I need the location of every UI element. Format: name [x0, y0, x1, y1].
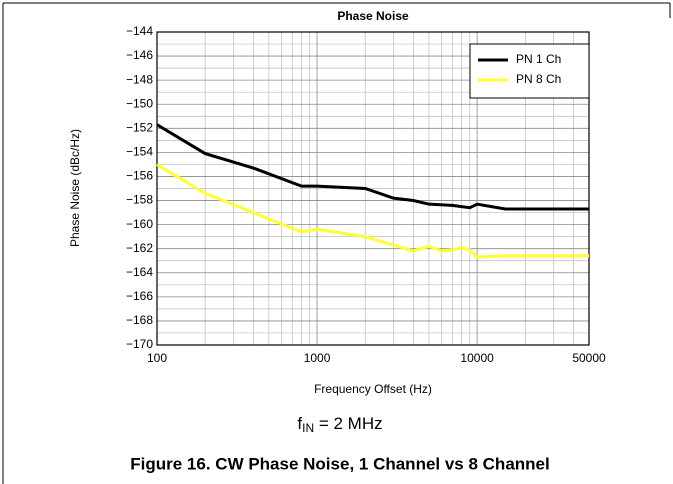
y-tick-label: −162 — [126, 241, 153, 255]
annotation-rest: = 2 MHz — [314, 414, 383, 433]
y-tick-label: −156 — [126, 169, 153, 183]
y-axis-label: Phase Noise (dBc/Hz) — [68, 129, 82, 247]
x-tick-label: 100 — [147, 351, 167, 365]
annotation-base: f — [297, 414, 302, 433]
y-tick-label: −154 — [126, 145, 153, 159]
legend-box — [469, 43, 590, 99]
annotation-sub: IN — [302, 421, 314, 435]
y-tick-label: −146 — [126, 48, 153, 62]
x-tick-label: 50000 — [572, 351, 606, 365]
figure-caption: Figure 16. CW Phase Noise, 1 Channel vs … — [130, 454, 549, 473]
y-tick-label: −164 — [126, 265, 153, 279]
legend-label: PN 1 Ch — [516, 52, 561, 66]
y-tick-label: −166 — [126, 289, 153, 303]
y-tick-label: −150 — [126, 96, 153, 110]
y-tick-label: −144 — [126, 24, 153, 38]
plot-frame — [156, 31, 590, 346]
y-tick-label: −152 — [126, 120, 153, 134]
legend-label: PN 8 Ch — [516, 72, 561, 86]
y-tick-label: −158 — [126, 193, 153, 207]
y-tick-label: −168 — [126, 313, 153, 327]
series-line — [156, 123, 589, 211]
x-tick-label: 10000 — [460, 351, 494, 365]
y-tick-label: −160 — [126, 217, 153, 231]
y-tick-label: −170 — [126, 337, 153, 351]
x-tick-label: 1000 — [304, 351, 331, 365]
annotation: fIN = 2 MHz — [297, 414, 382, 435]
series-line — [156, 163, 589, 259]
x-axis-label: Frequency Offset (Hz) — [314, 382, 432, 396]
y-tick-label: −148 — [126, 72, 153, 86]
chart-title: Phase Noise — [337, 9, 409, 23]
